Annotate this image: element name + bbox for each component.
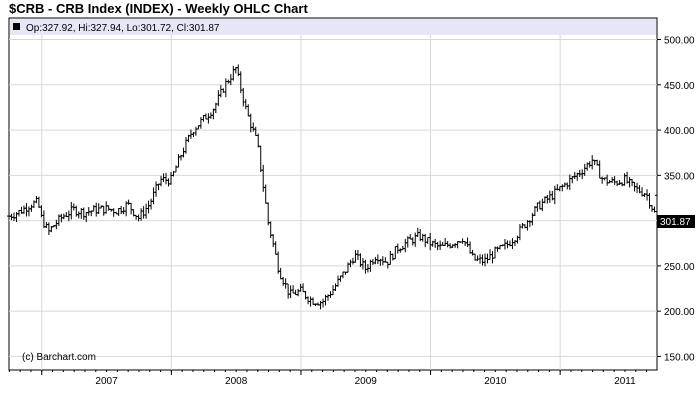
x-tick-label: 2011 (614, 376, 636, 387)
x-tick-label: 2007 (95, 376, 118, 387)
credit-label: (c) Barchart.com (22, 352, 96, 363)
ohlc-info: Op:327.92, Hi:327.94, Lo:301.72, Cl:301.… (26, 23, 220, 34)
y-tick-label: 400.00 (664, 126, 695, 137)
y-tick-label: 150.00 (664, 352, 695, 363)
y-tick-label: 250.00 (664, 262, 695, 273)
x-tick-label: 2010 (484, 376, 507, 387)
last-price-marker: 301.87 (657, 215, 695, 228)
x-tick-label: 2009 (355, 376, 378, 387)
y-tick-label: 350.00 (664, 171, 695, 182)
x-tick-label: 2008 (225, 376, 248, 387)
y-tick-label: 200.00 (664, 307, 695, 318)
y-tick-label: 500.00 (664, 36, 695, 47)
info-marker-icon (13, 23, 20, 30)
y-axis: 150.00200.00250.00300.00350.00400.00450.… (657, 36, 695, 364)
last-price-label: 301.87 (660, 217, 691, 228)
y-tick-label: 450.00 (664, 81, 695, 92)
x-axis: 2007 2008 2009 2010 2011 (9, 370, 646, 387)
